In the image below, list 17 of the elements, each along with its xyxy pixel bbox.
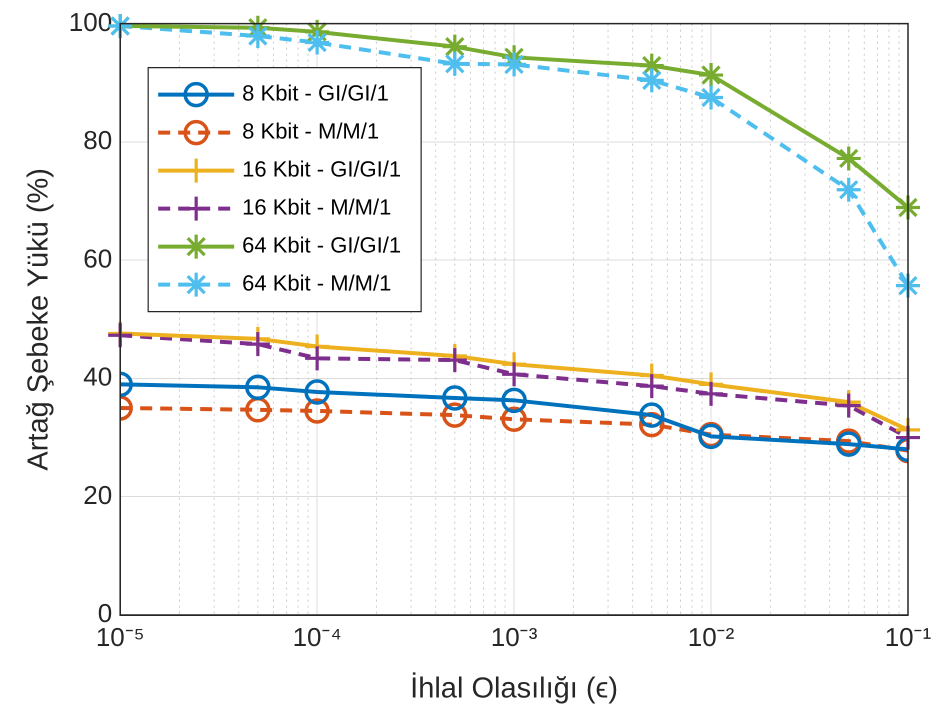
y-tick-label: 100 bbox=[68, 6, 112, 37]
legend-label: 16 Kbit - GI/GI/1 bbox=[242, 156, 402, 182]
legend-label: 8 Kbit - M/M/1 bbox=[242, 118, 380, 144]
legend-label: 64 Kbit - GI/GI/1 bbox=[242, 232, 402, 258]
x-tick-label: 10⁻³ bbox=[490, 622, 538, 652]
x-tick-label: 10⁻¹ bbox=[884, 622, 932, 652]
legend-label: 8 Kbit - GI/GI/1 bbox=[242, 80, 389, 106]
legend-label: 16 Kbit - M/M/1 bbox=[242, 194, 392, 220]
y-tick-label: 40 bbox=[83, 362, 112, 392]
legend-label: 64 Kbit - M/M/1 bbox=[242, 270, 392, 296]
x-axis-title: İhlal Olasılığı (ϵ) bbox=[410, 672, 618, 705]
y-tick-label: 80 bbox=[83, 125, 112, 156]
x-tick-label: 10⁻⁴ bbox=[292, 622, 342, 652]
y-axis-title: Artağ Şebeke Yükü (%) bbox=[22, 168, 54, 471]
y-tick-label: 60 bbox=[83, 243, 112, 274]
x-tick-label: 10⁻² bbox=[688, 622, 735, 652]
y-tick-label: 20 bbox=[83, 480, 112, 510]
